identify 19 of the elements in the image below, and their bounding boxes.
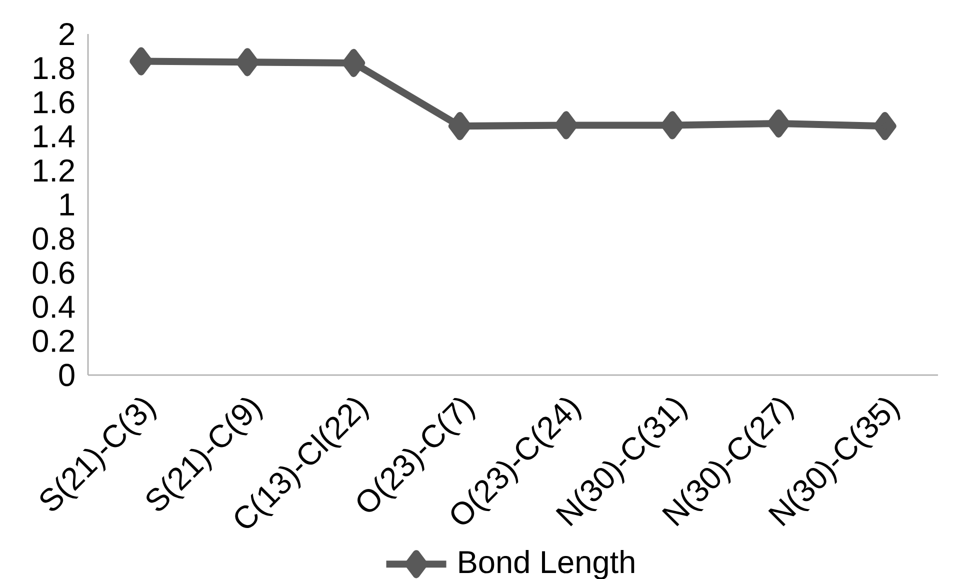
point — [130, 47, 153, 76]
y-tick-label: 1.8 — [34, 56, 74, 80]
point — [554, 111, 578, 140]
point — [342, 48, 366, 78]
y-tick-label: 0.2 — [32, 330, 74, 352]
point — [767, 109, 790, 138]
y-tick-label: 1.4 — [34, 125, 75, 148]
y-tick-label: 2 — [60, 22, 74, 46]
y-tick-label: 0.8 — [32, 227, 74, 250]
y-tick-label: 1.6 — [34, 90, 74, 114]
y-tick-label: 1 — [60, 194, 74, 216]
point — [873, 112, 896, 140]
y-tick-label: 1.2 — [34, 159, 74, 182]
point — [236, 48, 259, 76]
point — [448, 112, 472, 140]
y-tick-label: 0.6 — [32, 262, 74, 284]
point — [660, 111, 684, 140]
y-tick-label: 0 — [59, 364, 74, 386]
y-tick-label: 0.4 — [32, 296, 75, 318]
